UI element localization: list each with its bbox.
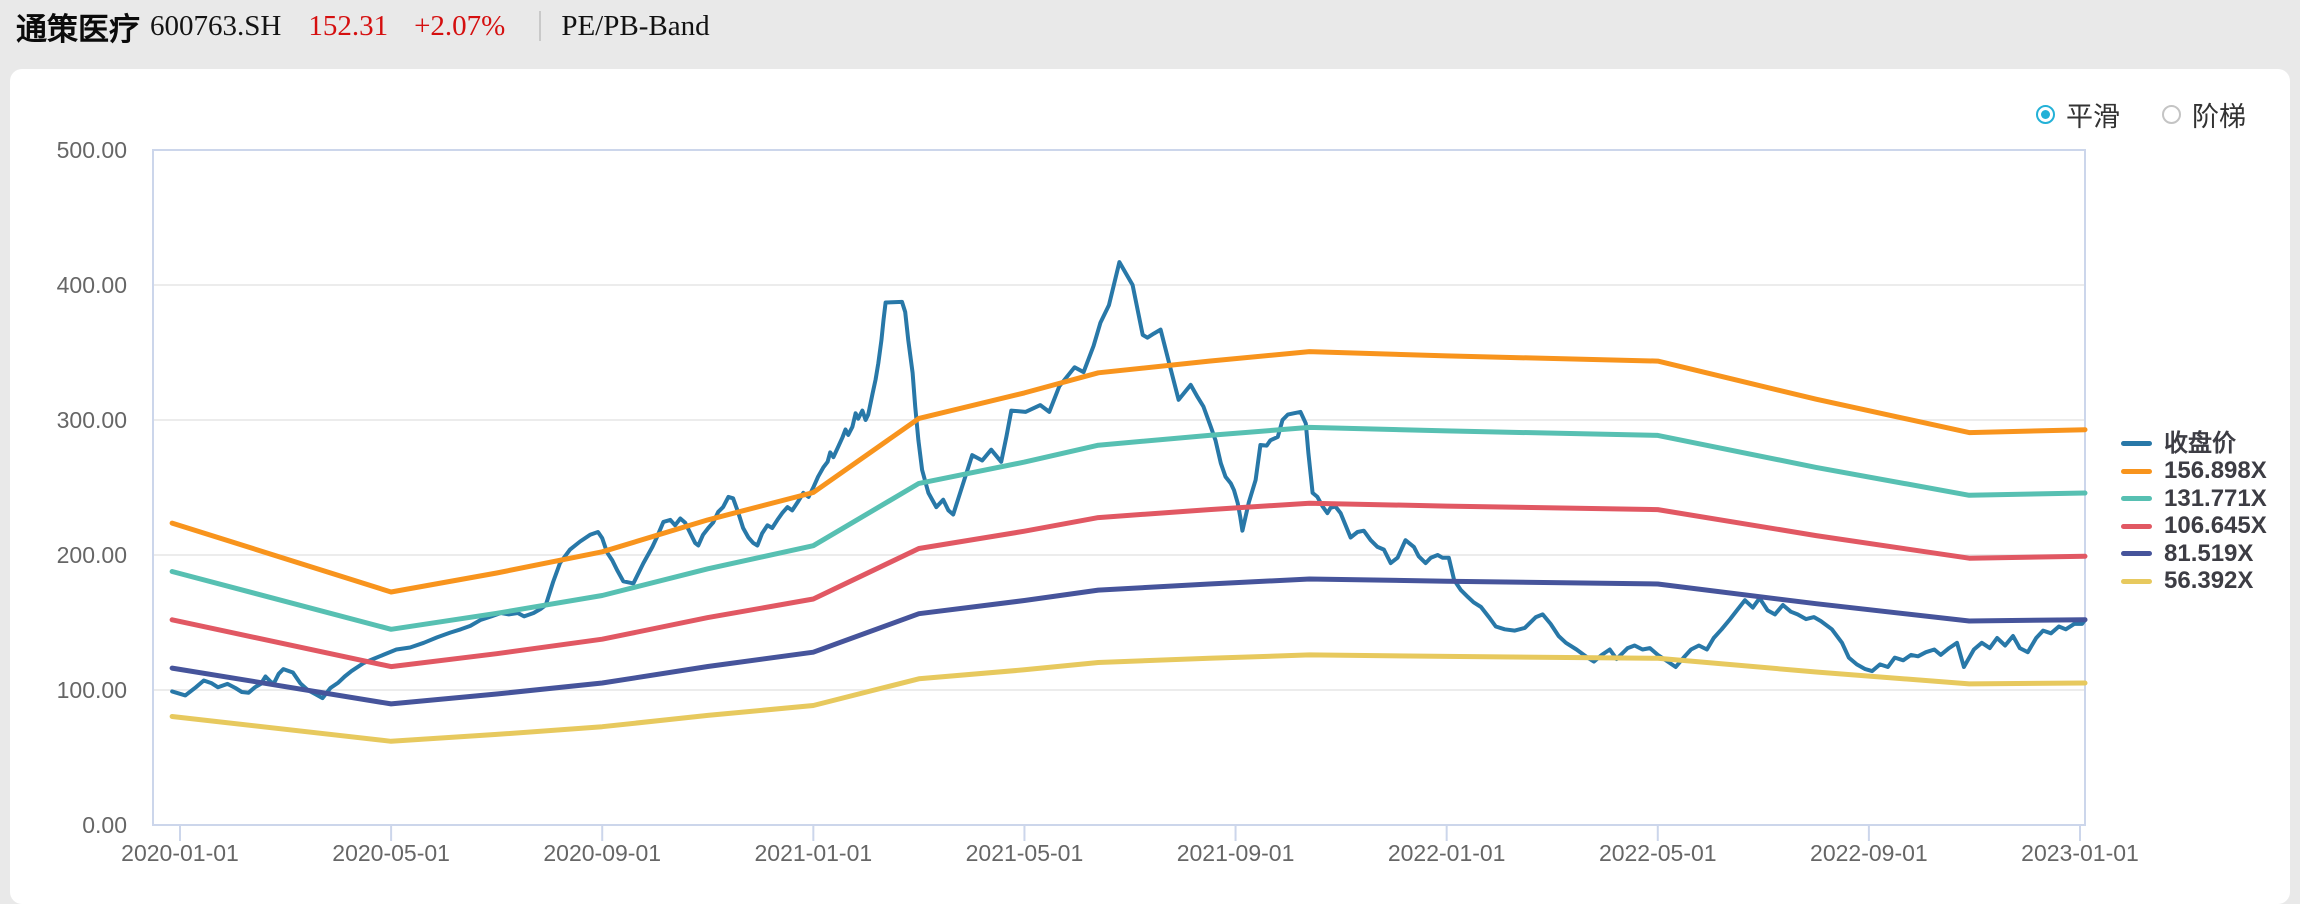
x-tick-label: 2022-05-01 — [1599, 840, 1717, 866]
series-line-band-106x — [169, 500, 2088, 670]
x-tick-label: 2023-01-01 — [2021, 840, 2139, 866]
series-line-band-156x — [169, 349, 2088, 595]
x-tick-label: 2022-09-01 — [1810, 840, 1928, 866]
smoothing-radio-group: 平滑 阶梯 — [2036, 95, 2246, 134]
legend-label: 81.519X — [2164, 539, 2254, 567]
legend-item-band-56x[interactable]: 56.392X — [2121, 568, 2267, 596]
legend-swatch-icon — [2121, 551, 2152, 557]
legend-label: 106.645X — [2164, 512, 2267, 540]
legend-swatch-icon — [2121, 496, 2152, 502]
radio-selected-icon[interactable] — [2036, 105, 2055, 124]
radio-unselected-icon[interactable] — [2162, 105, 2181, 124]
radio-step-label[interactable]: 阶梯 — [2192, 102, 2246, 132]
radio-smooth-label[interactable]: 平滑 — [2066, 102, 2120, 132]
legend-label: 收盘价 — [2164, 429, 2236, 457]
legend-swatch-icon — [2121, 468, 2152, 474]
chart-legend: 收盘价 156.898X 131.771X 106.645X 81.519X 56.392… — [2121, 430, 2267, 595]
legend-label: 56.392X — [2164, 567, 2254, 595]
series-line-close — [170, 260, 2087, 701]
legend-item-band-131x[interactable]: 131.771X — [2121, 485, 2267, 513]
y-tick-label: 400.00 — [57, 272, 127, 298]
x-tick-label: 2020-01-01 — [121, 840, 239, 866]
x-tick-label: 2020-05-01 — [332, 840, 450, 866]
plot-border — [152, 149, 2086, 826]
stock-price: 152.31 — [308, 9, 389, 42]
y-tick-label: 500.00 — [57, 137, 127, 163]
legend-item-close[interactable]: 收盘价 — [2121, 430, 2267, 458]
legend-swatch-icon — [2121, 578, 2152, 584]
header: 通策医疗 600763.SH 152.31 +2.07% PE/PB-Band — [16, 0, 710, 52]
y-tick-label: 0.00 — [82, 812, 127, 838]
header-divider — [539, 11, 542, 41]
pe-pb-band-chart: 0.00 100.00 200.00 300.00 400.00 500.00 2020-0… — [57, 137, 2139, 866]
stock-code: 600763.SH — [150, 9, 282, 42]
legend-swatch-icon — [2121, 523, 2152, 529]
x-tick-label: 2021-01-01 — [755, 840, 873, 866]
x-tick-label: 2020-09-01 — [543, 840, 661, 866]
y-tick-label: 200.00 — [57, 542, 127, 568]
series-line-band-56x — [169, 652, 2088, 744]
chart-type-label: PE/PB-Band — [561, 9, 710, 42]
legend-swatch-icon — [2121, 441, 2152, 447]
series-line-band-131x — [169, 424, 2088, 632]
y-tick-label: 300.00 — [57, 407, 127, 433]
legend-item-band-106x[interactable]: 106.645X — [2121, 513, 2267, 541]
legend-label: 131.771X — [2164, 484, 2267, 512]
x-tick-label: 2021-05-01 — [966, 840, 1084, 866]
x-tick-label: 2021-09-01 — [1177, 840, 1295, 866]
stock-name: 通策医疗 — [16, 11, 140, 47]
stock-change: +2.07% — [414, 9, 506, 42]
y-tick-label: 100.00 — [57, 677, 127, 703]
radio-option-smooth[interactable]: 平滑 — [2036, 95, 2120, 134]
legend-label: 156.898X — [2164, 457, 2267, 485]
page: { "header": { "name": "通策医疗", "code": "6… — [10, 0, 2290, 904]
radio-option-step[interactable]: 阶梯 — [2162, 95, 2246, 134]
x-tick-label: 2022-01-01 — [1388, 840, 1506, 866]
series-line-band-81x — [169, 576, 2088, 707]
legend-item-band-81x[interactable]: 81.519X — [2121, 540, 2267, 568]
legend-item-band-156x[interactable]: 156.898X — [2121, 458, 2267, 486]
